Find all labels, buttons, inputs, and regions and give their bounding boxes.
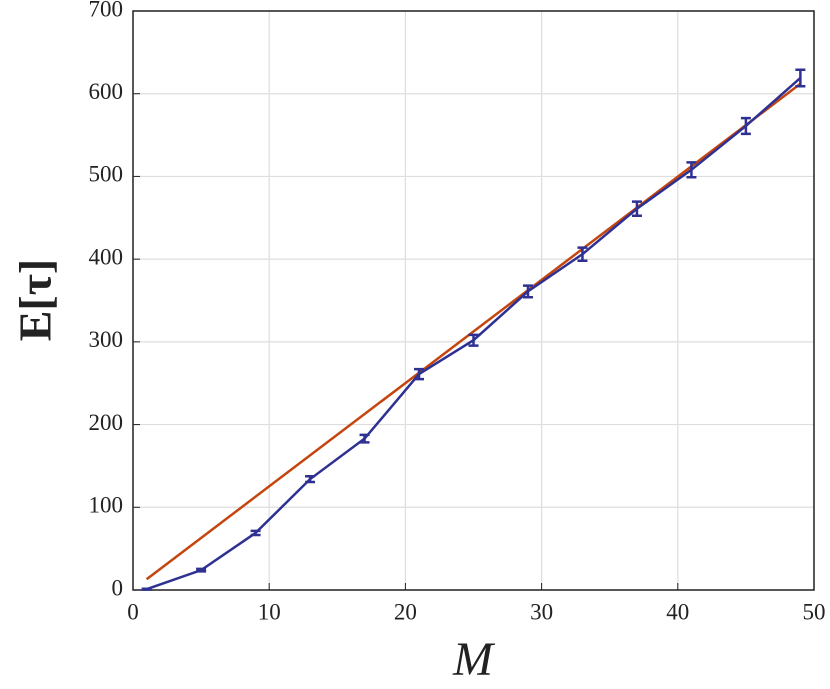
y-tick-label: 200 [89,410,124,435]
x-tick-label: 50 [803,599,826,624]
y-tick-label: 700 [89,0,124,21]
error-bar [577,246,588,263]
error-bar [305,475,316,484]
x-axis-label: M [452,633,496,686]
plot-frame [132,10,815,591]
error-bar [359,433,370,444]
error-bar [522,284,533,299]
error-bar [631,200,642,217]
series-line [145,82,802,581]
error-bar [740,116,751,136]
error-bar [468,333,479,347]
x-tick-label: 40 [666,599,689,624]
y-tick-label: 600 [89,79,124,104]
y-axis-label: E[τ] [10,259,61,342]
error-bar [686,161,697,179]
y-tick-label: 0 [112,575,124,600]
x-tick-label: 30 [530,599,553,624]
error-bar [196,567,207,573]
y-tick-label: 500 [89,162,124,187]
error-bar [414,367,425,381]
error-bar [250,529,261,537]
x-tick-label: 0 [127,599,139,624]
error-bar [795,68,806,88]
x-tick-label: 20 [394,599,417,624]
y-tick-label: 100 [89,493,124,518]
error-bar [141,587,152,591]
y-tick-label: 300 [89,327,124,352]
y-tick-label: 400 [89,244,124,269]
x-tick-label: 10 [258,599,281,624]
